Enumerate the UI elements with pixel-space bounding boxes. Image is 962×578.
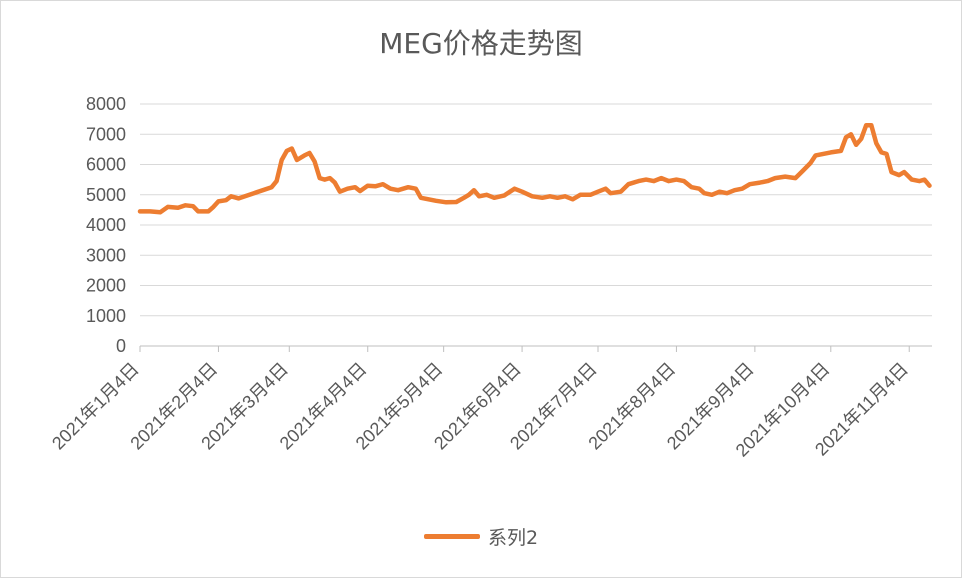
- y-tick-label: 8000: [86, 94, 126, 114]
- y-tick-label: 5000: [86, 185, 126, 205]
- y-tick-label: 6000: [86, 155, 126, 175]
- legend-label: 系列2: [487, 527, 539, 549]
- series-line: [137, 122, 932, 215]
- y-tick-label: 0: [116, 336, 126, 356]
- y-tick-label: 4000: [86, 215, 126, 235]
- legend-swatch: [423, 534, 480, 539]
- legend: 系列2: [0, 523, 962, 550]
- y-tick-label: 3000: [86, 245, 126, 265]
- y-tick-label: 2000: [86, 276, 126, 296]
- chart-title: MEG价格走势图: [379, 27, 583, 60]
- y-tick-label: 1000: [86, 306, 126, 326]
- y-tick-label: 7000: [86, 124, 126, 144]
